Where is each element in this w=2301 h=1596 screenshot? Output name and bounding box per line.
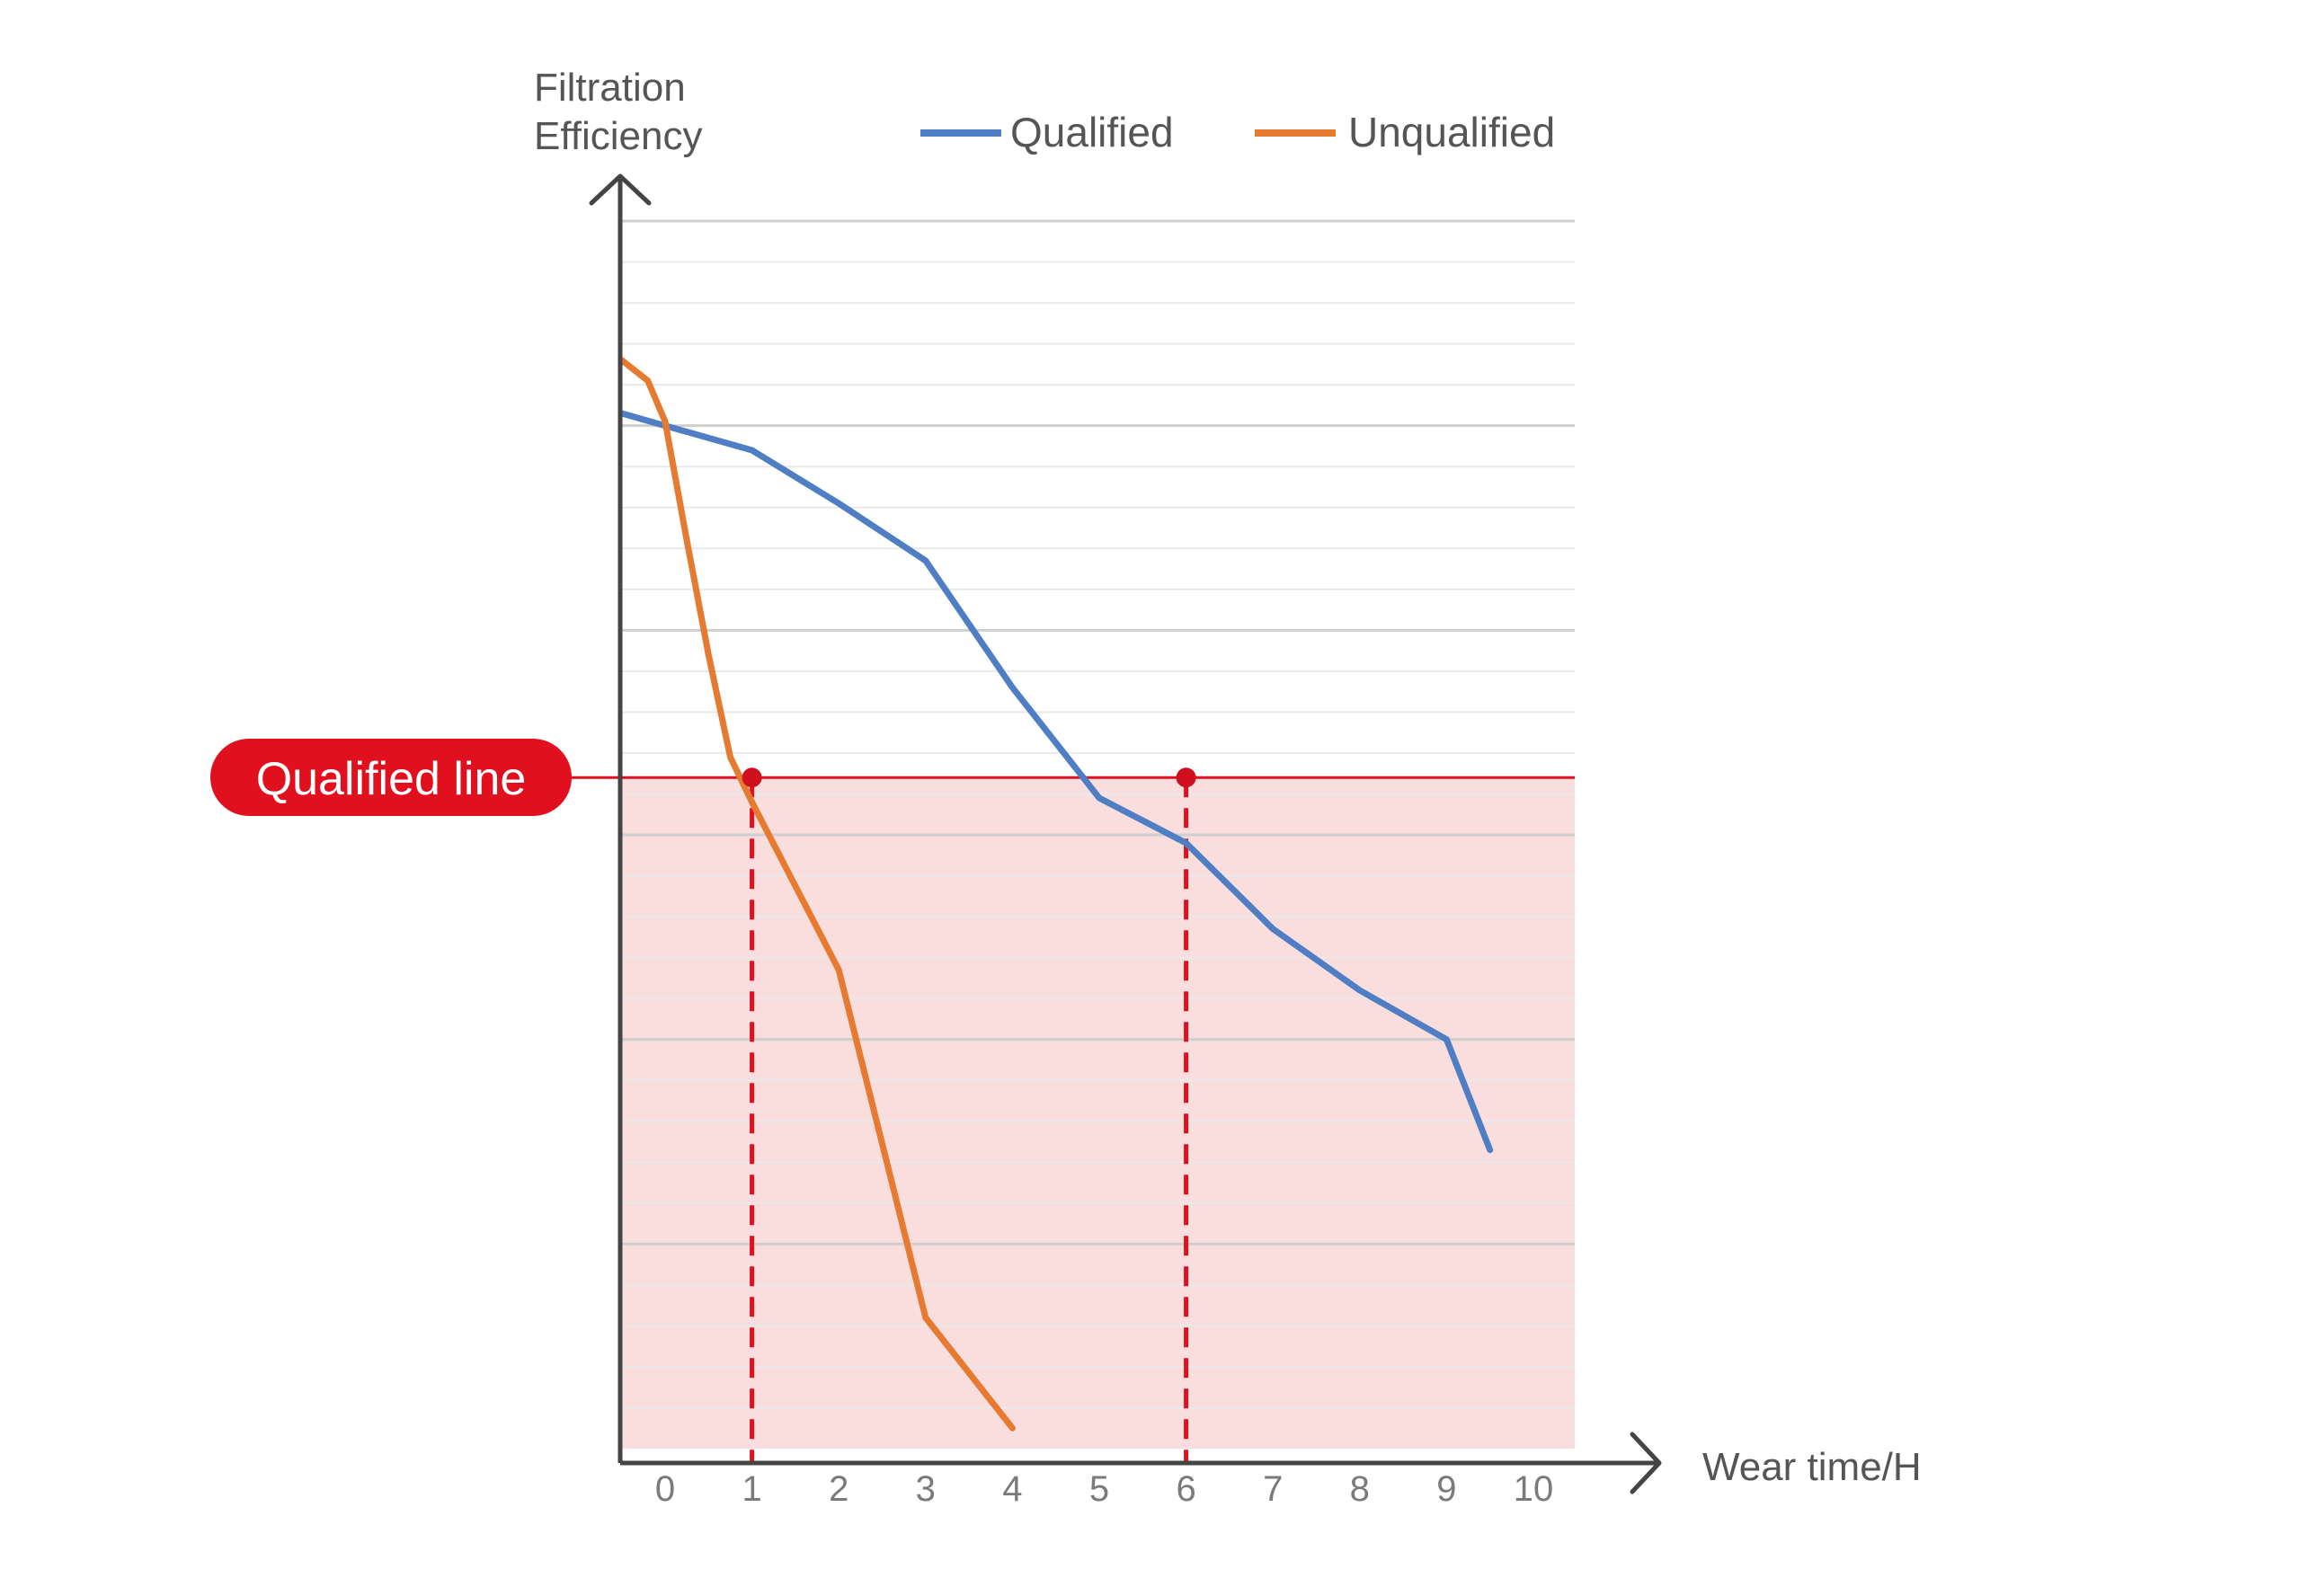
legend-label-unqualified: Unqualified [1348,109,1555,155]
x-tick-label: 1 [742,1469,761,1509]
x-tick-label: 4 [1002,1469,1022,1509]
y-axis-arrow-icon [589,173,652,206]
x-tick-label: 7 [1263,1469,1283,1509]
intersection-point-1 [1176,767,1196,788]
intersection-drop-lines [750,777,1189,1463]
series-line-unqualified [618,357,1016,1432]
x-tick-label: 10 [1514,1469,1554,1509]
below-qualified-region [620,777,1575,1449]
x-tick-labels: 0 1 2 3 4 5 6 7 8 9 10 [655,1469,1553,1509]
series-layer [618,357,1494,1432]
axes [589,173,1662,1494]
y-axis-title-line1: Filtration [534,66,686,110]
y-axis-title-line2: Efficiency [534,114,703,158]
x-tick-label: 0 [655,1469,675,1509]
x-axis-title: Wear time/H [1702,1445,1922,1489]
qualified-line-badge-background [210,739,572,816]
x-axis-arrow-icon [1630,1432,1662,1494]
intersection-point-0 [742,767,762,788]
gridlines [620,219,1575,1409]
x-tick-label: 6 [1176,1469,1195,1509]
x-tick-label: 3 [916,1469,936,1509]
legend: Qualified Unqualified [920,109,1555,155]
x-tick-label: 9 [1436,1469,1456,1509]
x-tick-label: 5 [1089,1469,1109,1509]
intersection-points [742,767,1196,788]
legend-label-qualified: Qualified [1010,109,1174,155]
x-tick-label: 2 [829,1469,848,1509]
qualified-line-badge: Qualified line [210,739,572,816]
series-line-qualified [618,410,1494,1154]
x-tick-label: 8 [1350,1469,1370,1509]
qualified-line-badge-label: Qualified line [256,753,527,805]
